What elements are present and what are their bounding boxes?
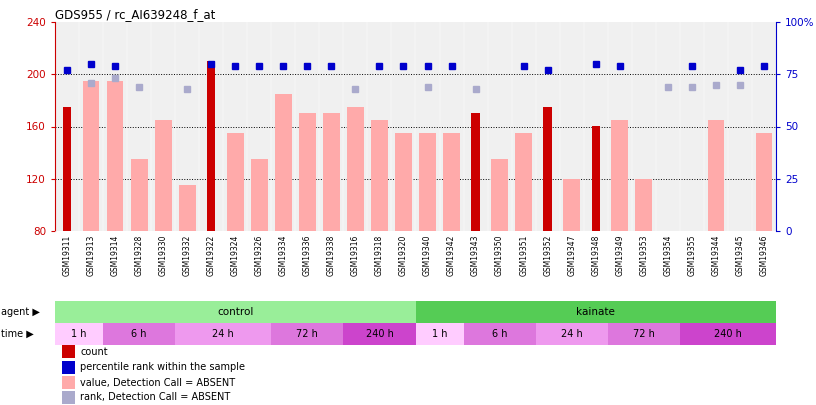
Text: GSM19326: GSM19326 [255,234,264,276]
Text: 72 h: 72 h [633,329,654,339]
Text: GSM19352: GSM19352 [543,234,552,276]
Text: GSM19338: GSM19338 [327,234,336,276]
Text: GSM19355: GSM19355 [687,234,696,276]
Bar [207,61,215,231]
Bar [179,185,196,231]
Bar [155,120,171,231]
Text: 24 h: 24 h [561,329,583,339]
Text: GSM19328: GSM19328 [135,234,144,276]
Bar [592,126,600,231]
Text: GSM19311: GSM19311 [63,234,72,276]
Bar [63,107,71,231]
Text: GSM19316: GSM19316 [351,234,360,276]
Text: 240 h: 240 h [366,329,393,339]
Bar [271,323,344,345]
Bar [227,133,244,231]
Text: GDS955 / rc_AI639248_f_at: GDS955 / rc_AI639248_f_at [55,8,215,21]
Text: GSM19348: GSM19348 [592,234,601,276]
Text: GSM19313: GSM19313 [86,234,95,276]
Text: agent ▶: agent ▶ [2,307,40,317]
Text: count: count [80,347,108,356]
Bar [608,323,680,345]
Bar [543,107,552,231]
Text: rank, Detection Call = ABSENT: rank, Detection Call = ABSENT [80,392,230,402]
Bar [636,179,652,231]
Bar [472,113,480,231]
Text: GSM19332: GSM19332 [183,234,192,276]
Bar [82,81,100,231]
Bar [707,120,725,231]
Text: GSM19314: GSM19314 [111,234,120,276]
Bar [175,323,271,345]
Bar [299,113,316,231]
Text: GSM19334: GSM19334 [279,234,288,276]
Bar [131,159,148,231]
Text: 72 h: 72 h [296,329,318,339]
Text: 1 h: 1 h [71,329,86,339]
Bar [344,323,415,345]
Bar [563,179,580,231]
Text: GSM19349: GSM19349 [615,234,624,276]
Bar [107,81,123,231]
Bar [415,301,776,323]
Bar [55,301,415,323]
Bar [347,107,364,231]
Bar [62,390,75,404]
Bar [463,323,535,345]
Bar [371,120,388,231]
Bar [491,159,508,231]
Bar [62,345,75,358]
Text: GSM19318: GSM19318 [375,234,384,276]
Bar [395,133,412,231]
Text: percentile rank within the sample: percentile rank within the sample [80,362,246,372]
Text: time ▶: time ▶ [2,329,34,339]
Text: 24 h: 24 h [212,329,234,339]
Bar [62,376,75,389]
Bar [275,94,292,231]
Bar [515,133,532,231]
Bar [323,113,339,231]
Bar [680,323,776,345]
Text: GSM19340: GSM19340 [423,234,432,276]
Text: kainate: kainate [576,307,615,317]
Text: 6 h: 6 h [131,329,147,339]
Bar [415,323,463,345]
Bar [62,360,75,374]
Text: GSM19353: GSM19353 [639,234,649,276]
Text: GSM19336: GSM19336 [303,234,312,276]
Bar [251,159,268,231]
Text: GSM19351: GSM19351 [519,234,528,276]
Text: GSM19354: GSM19354 [663,234,672,276]
Text: 6 h: 6 h [492,329,508,339]
Text: GSM19322: GSM19322 [206,234,215,276]
Bar [535,323,608,345]
Bar [103,323,175,345]
Text: GSM19350: GSM19350 [495,234,504,276]
Text: GSM19320: GSM19320 [399,234,408,276]
Text: GSM19324: GSM19324 [231,234,240,276]
Text: GSM19342: GSM19342 [447,234,456,276]
Bar [55,323,103,345]
Text: GSM19347: GSM19347 [567,234,576,276]
Bar [611,120,628,231]
Text: value, Detection Call = ABSENT: value, Detection Call = ABSENT [80,378,235,388]
Text: GSM19343: GSM19343 [471,234,480,276]
Text: GSM19345: GSM19345 [735,234,744,276]
Text: GSM19330: GSM19330 [158,234,167,276]
Text: control: control [217,307,254,317]
Bar [443,133,460,231]
Bar [419,133,436,231]
Text: GSM19346: GSM19346 [760,234,769,276]
Bar [756,133,773,231]
Text: 1 h: 1 h [432,329,447,339]
Text: GSM19344: GSM19344 [712,234,721,276]
Text: 240 h: 240 h [714,329,742,339]
